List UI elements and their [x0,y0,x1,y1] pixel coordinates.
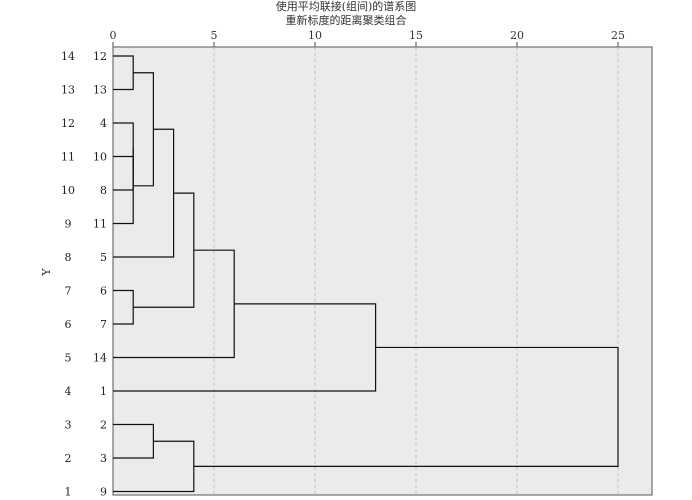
leaf-label-7: 7 [100,318,107,331]
y-index-label: 14 [61,50,75,63]
x-tick-label-15: 15 [409,29,423,42]
dendrogram-links [113,55,619,493]
x-tick-label-25: 25 [611,29,625,42]
leaf-label-11: 11 [93,218,107,231]
x-tick-label-20: 20 [510,29,524,42]
y-index-label: 7 [65,285,72,298]
y-index-label: 9 [65,218,72,231]
y-index-label: 5 [65,352,72,365]
leaf-label-4: 4 [100,117,107,130]
leaf-label-12: 12 [93,50,107,63]
x-tick-label-5: 5 [211,29,218,42]
y-index-label: 13 [61,84,75,97]
y-index-label: 1 [65,486,72,499]
y-index-label: 6 [65,318,72,331]
y-index-label: 8 [65,251,72,264]
y-index-label: 3 [65,419,72,432]
leaf-label-5: 5 [100,251,107,264]
chart-title: 使用平均联接(组间)的谱系图 [276,0,417,13]
leaf-label-9: 9 [100,486,107,499]
y-index-label: 10 [61,184,75,197]
leaf-label-2: 2 [100,419,107,432]
x-axis: 0 5 10 15 20 25 [110,29,625,47]
leaf-label-13: 13 [93,84,107,97]
leaf-label-1: 1 [100,385,107,398]
x-tick-label-10: 10 [308,29,322,42]
y-axis-title: Y [40,268,53,277]
chart-subtitle: 重新标度的距离聚类组合 [286,13,407,27]
leaf-label-6: 6 [100,285,107,298]
leaf-label-8: 8 [100,184,107,197]
y-index-label: 12 [61,117,75,130]
merge-link-m13 [193,346,619,467]
y-index-label: 2 [65,452,72,465]
y-axis-labels: 14 13 12 11 10 9 8 7 6 5 4 3 2 1 [61,50,75,499]
x-tick-label-0: 0 [110,29,117,42]
leaf-label-10: 10 [93,151,107,164]
leaf-label-14: 14 [93,352,107,365]
leaf-label-3: 3 [100,452,107,465]
merge-link-m4 [113,148,134,225]
plot-area [112,46,653,496]
y-index-label: 4 [65,385,72,398]
y-index-label: 11 [61,151,75,164]
